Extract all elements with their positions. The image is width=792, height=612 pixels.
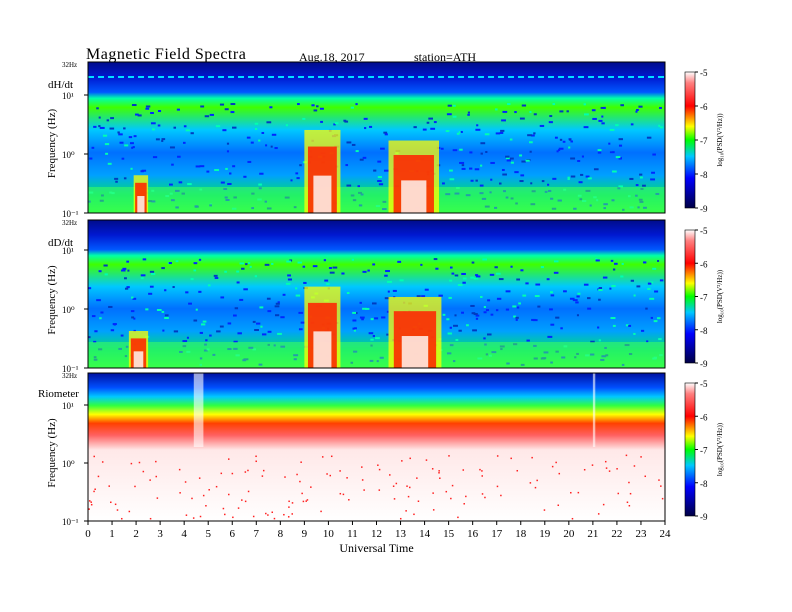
y-tick-label-1-1: 10¹ [62, 91, 74, 101]
x-tick-label-21: 20 [563, 528, 575, 540]
y-tick-label-1-2: 10⁰ [62, 150, 75, 160]
x-tick-label-14: 13 [395, 528, 407, 540]
x-tick-label-8: 7 [254, 528, 260, 540]
colorbar-3 [684, 382, 696, 517]
x-tick-label-5: 4 [181, 528, 187, 540]
colorbar-tick-label-2-5: -9 [700, 359, 708, 369]
colorbar-tick-label-2-1: -5 [700, 226, 708, 236]
x-tick-label-6: 5 [205, 528, 211, 540]
x-tick-label-18: 17 [491, 528, 503, 540]
x-tick-label-19: 18 [515, 528, 527, 540]
x-tick-label-20: 19 [539, 528, 551, 540]
y-tick-label-1-3: 10⁻¹ [62, 209, 79, 219]
colorbar-tick-label-2-4: -8 [700, 326, 708, 336]
y-tick-label-3-2: 10⁰ [62, 459, 75, 469]
panel-label-1: dH/dt [48, 79, 73, 91]
colorbar-tick-label-1-5: -9 [700, 204, 708, 214]
x-tick-label-2: 1 [109, 528, 115, 540]
y-top-label-3: 32Hz [62, 372, 77, 380]
x-tick-label-9: 8 [278, 528, 284, 540]
panel-label-3: Riometer [38, 388, 79, 400]
riometer-spike-2 [592, 373, 596, 447]
y-axis-label-1: Frequency (Hz) [46, 109, 58, 179]
x-tick-label-24: 23 [635, 528, 647, 540]
x-tick-label-15: 14 [419, 528, 431, 540]
x-tick-label-16: 15 [443, 528, 455, 540]
y-top-label-2: 32Hz [62, 219, 77, 227]
colorbar-tick-label-1-2: -6 [700, 102, 708, 112]
panel-label-2: dD/dt [48, 237, 73, 249]
riometer-spike-1 [193, 373, 204, 447]
colorbar-label-3: log₁₀(PSD(V²/Hz)) [716, 422, 724, 476]
x-tick-label-4: 3 [157, 528, 163, 540]
spectrogram-cells-3 [88, 373, 664, 520]
x-tick-label-25: 24 [660, 528, 672, 540]
activity-burst-1-1 [133, 175, 149, 213]
spectrogram-cells-2 [88, 258, 665, 368]
colorbar-tick-label-3-2: -6 [700, 412, 708, 422]
x-tick-label-11: 10 [323, 528, 335, 540]
figure-title: Magnetic Field Spectra [86, 46, 247, 63]
colorbar-tick-label-1-3: -7 [700, 136, 708, 146]
y-tick-label-3-3: 10⁻¹ [62, 517, 79, 527]
colorbar-tick-label-3-5: -9 [700, 512, 708, 522]
colorbar-label-2: log₁₀(PSD(V²/Hz)) [716, 269, 724, 323]
y-axis-label-3: Frequency (Hz) [46, 418, 58, 488]
x-tick-label-22: 21 [587, 528, 598, 540]
colorbar-1 [684, 71, 696, 209]
colorbar-tick-label-2-2: -6 [700, 259, 708, 269]
activity-burst-1-3 [388, 140, 440, 213]
colorbar-tick-label-2-3: -7 [700, 293, 708, 303]
colorbar-tick-label-3-4: -8 [700, 479, 708, 489]
x-tick-label-7: 6 [230, 528, 236, 540]
y-axis-label-2: Frequency (Hz) [46, 265, 58, 335]
activity-burst-2-2 [304, 286, 341, 368]
station-label: station=ATH [414, 50, 477, 64]
colorbar-tick-label-3-1: -5 [700, 379, 708, 389]
y-top-label-1: 32Hz [62, 61, 77, 69]
activity-burst-2-3 [388, 296, 442, 368]
panel-frame-1 [87, 61, 666, 214]
date-label: Aug.18, 2017 [299, 50, 365, 64]
x-tick-label-23: 22 [611, 528, 622, 540]
colorbar-label-1: log₁₀(PSD(V²/Hz)) [716, 113, 724, 167]
spectrogram-background-3 [88, 373, 665, 521]
y-tick-label-2-2: 10⁰ [62, 305, 75, 315]
x-tick-label-13: 12 [371, 528, 382, 540]
spectrogram-cells-1 [88, 76, 665, 213]
x-tick-label-17: 16 [467, 528, 479, 540]
x-axis-label: Universal Time [339, 541, 413, 555]
x-tick-label-3: 2 [133, 528, 139, 540]
y-tick-label-3-1: 10¹ [62, 401, 74, 411]
x-tick-label-12: 11 [347, 528, 358, 540]
colorbar-tick-label-1-4: -8 [700, 170, 708, 180]
colorbar-2 [684, 229, 696, 364]
colorbar-tick-label-3-3: -7 [700, 446, 708, 456]
x-tick-label-1: 0 [85, 528, 91, 540]
y-tick-label-2-3: 10⁻¹ [62, 364, 79, 374]
x-tick-label-10: 9 [302, 528, 308, 540]
y-tick-label-2-1: 10¹ [62, 246, 74, 256]
activity-burst-1-2 [304, 129, 341, 213]
panel-frame-2 [87, 219, 666, 369]
activity-burst-2-1 [128, 331, 149, 368]
colorbar-tick-label-1-1: -5 [700, 68, 708, 78]
